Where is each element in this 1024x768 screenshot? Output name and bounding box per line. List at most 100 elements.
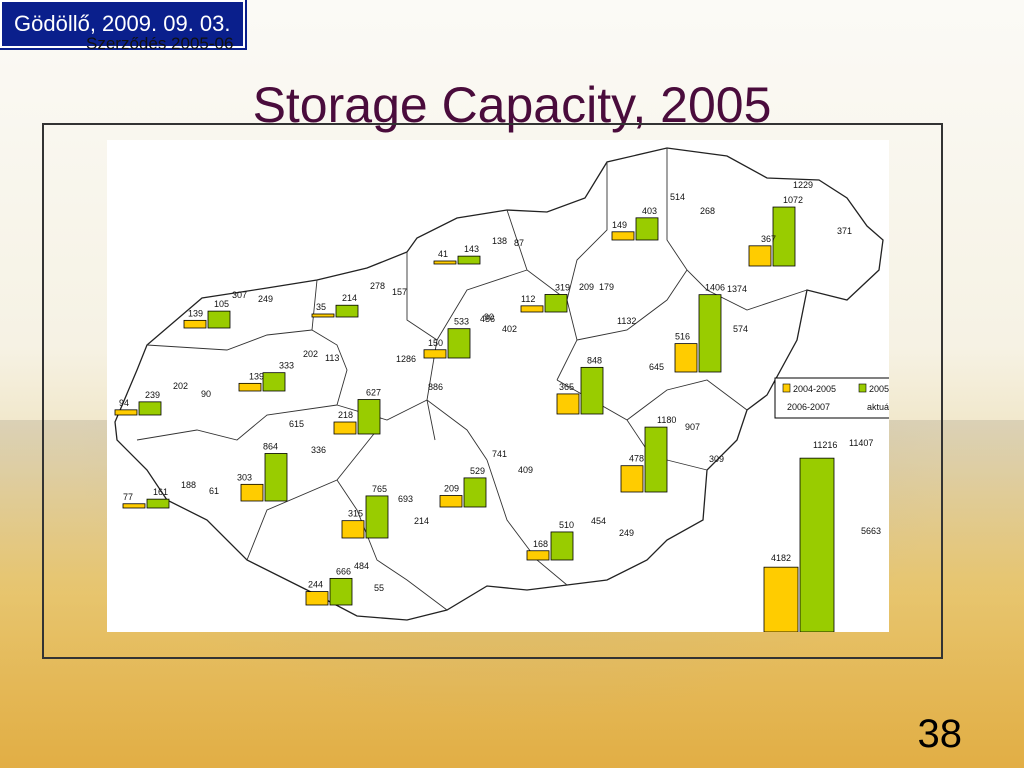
- data-label: 627: [366, 388, 381, 398]
- data-label: 249: [619, 528, 634, 538]
- bar-2005-2006: [635, 217, 659, 241]
- data-label: 741: [492, 449, 507, 459]
- data-label: 249: [258, 294, 273, 304]
- data-label: 1132: [617, 316, 636, 326]
- legend-label: 2004-2005: [793, 384, 836, 394]
- page-number: 38: [917, 712, 963, 756]
- data-label: 574: [733, 324, 748, 334]
- data-label: 139: [188, 308, 203, 318]
- bar-2004-2005: [423, 349, 447, 359]
- legend-swatch: [858, 383, 867, 393]
- bar-2005-2006: [207, 310, 231, 329]
- county-border: [336, 479, 448, 611]
- bar-2004-2005: [333, 421, 357, 435]
- bar-2005-2006: [544, 294, 568, 313]
- county-border: [246, 429, 378, 561]
- data-label: 454: [591, 516, 606, 526]
- data-label: 179: [599, 282, 614, 292]
- bar-2004-2005: [748, 245, 772, 267]
- data-label: 11216: [813, 440, 837, 450]
- data-label: 1180: [657, 415, 676, 425]
- bar-2005-2006: [138, 401, 162, 416]
- data-label: 666: [336, 566, 351, 576]
- data-label: 484: [354, 561, 369, 571]
- data-label: 371: [837, 226, 852, 236]
- data-label: 138: [492, 236, 507, 246]
- data-label: 139: [249, 371, 264, 381]
- bar-2005-2006: [457, 255, 481, 265]
- data-label: 35: [316, 302, 326, 312]
- bar-2004-2005: [122, 503, 146, 509]
- data-label: 907: [685, 422, 700, 432]
- legend-label: aktuális: [867, 402, 889, 412]
- data-label: 94: [119, 398, 129, 408]
- data-label: 309: [709, 454, 724, 464]
- bar-2005-2006: [335, 304, 359, 318]
- bar-2004-2005: [238, 382, 262, 392]
- country-outline: [114, 147, 884, 621]
- data-label: 202: [303, 349, 318, 359]
- bar-2004-2005: [526, 550, 550, 561]
- legend-box: [774, 377, 889, 419]
- data-label: 615: [289, 419, 304, 429]
- data-label: 244: [308, 580, 323, 590]
- bar-2005-2006: [772, 206, 796, 267]
- legend-swatch: [782, 383, 791, 393]
- data-label: 5663: [861, 526, 881, 536]
- data-label: 864: [263, 441, 278, 451]
- legend-label: 2005-2006: [869, 384, 889, 394]
- data-label: 533: [454, 317, 469, 327]
- data-label: 1406: [705, 283, 725, 293]
- data-label: 367: [761, 234, 776, 244]
- data-label: 41: [438, 249, 448, 259]
- data-label: 168: [533, 539, 548, 549]
- bar-2004-2005: [620, 465, 644, 493]
- bar-2004-2005: [674, 343, 698, 373]
- bar-2005-2006: [447, 328, 471, 359]
- data-label: 105: [214, 299, 229, 309]
- data-label: 268: [700, 206, 715, 216]
- data-label: 4182: [771, 553, 791, 563]
- data-label: 402: [502, 324, 517, 334]
- data-label: 149: [612, 220, 627, 230]
- bar-2004-2005: [520, 305, 544, 313]
- data-label: 645: [649, 362, 664, 372]
- data-label: 514: [670, 192, 685, 202]
- data-label: 209: [444, 484, 459, 494]
- bar-2004-2005: [305, 591, 329, 606]
- bar-2005-2006: [550, 531, 574, 561]
- data-label: 303: [237, 472, 252, 482]
- legend-label: 2006-2007: [787, 402, 830, 412]
- data-label: 77: [123, 492, 133, 502]
- bar-2004-2005: [439, 495, 463, 508]
- county-border: [576, 269, 688, 341]
- data-label: 161: [153, 487, 168, 497]
- county-border: [566, 162, 608, 301]
- bar-2004-2005: [433, 260, 457, 265]
- bar-2005-2006: [698, 294, 722, 373]
- data-label: 886: [428, 382, 443, 392]
- county-border: [486, 459, 568, 586]
- data-label: 315: [348, 509, 363, 519]
- data-label: 765: [372, 484, 387, 494]
- data-label: 319: [555, 282, 570, 292]
- bar-2005-2006: [146, 498, 170, 509]
- bar-2004-2005: [611, 231, 635, 241]
- data-label: 307: [232, 290, 247, 300]
- data-label: 214: [414, 516, 429, 526]
- data-label: 1374: [727, 284, 747, 294]
- date-badge: Gödöllő, 2009. 09. 03.: [0, 0, 245, 48]
- data-label: 150: [428, 338, 443, 348]
- data-label: 188: [181, 480, 196, 490]
- bar-2005-2006: [264, 453, 288, 502]
- data-label: 90: [201, 389, 211, 399]
- bar-2004-2005: [311, 313, 335, 318]
- bar-2005-2006: [329, 577, 353, 606]
- bar-2005-2006: [365, 495, 389, 539]
- data-label: 1072: [783, 195, 803, 205]
- data-label: 157: [392, 287, 407, 297]
- data-label: 11407: [849, 438, 873, 448]
- bar-2004-2005: [114, 409, 138, 416]
- data-label: 336: [311, 445, 326, 455]
- bar-2005-2006: [357, 399, 381, 435]
